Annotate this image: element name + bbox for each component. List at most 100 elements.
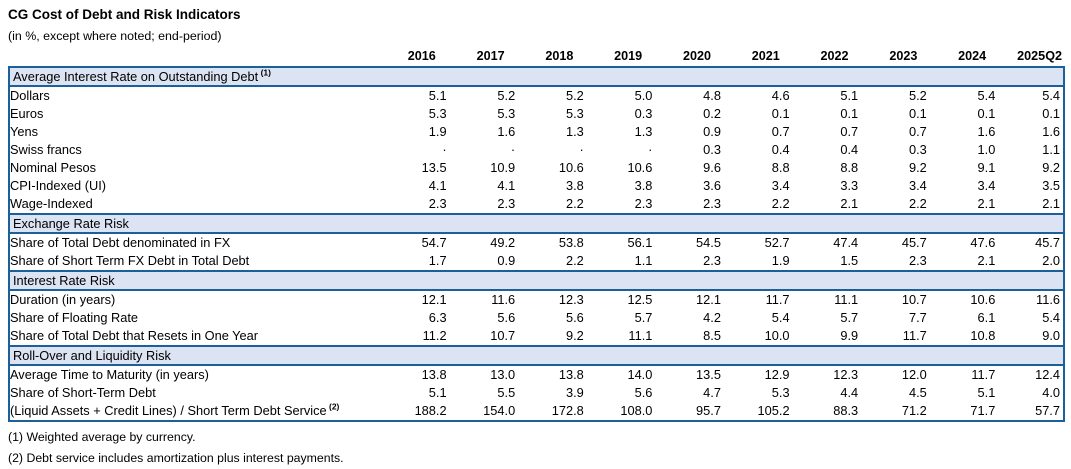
value-cell: 10.9 xyxy=(490,160,516,175)
value-cell: 0.9 xyxy=(497,253,516,268)
value-cell: 12.1 xyxy=(696,292,721,307)
table-row: Swiss francs · · · · 0.3 0.4 0.4 0.3 1.0 1.1 xyxy=(9,141,1064,159)
row-label: Average Time to Maturity (in years) xyxy=(9,365,378,384)
value-cell: 1.9 xyxy=(428,124,447,139)
row-label-text: Share of Total Debt denominated in FX xyxy=(10,235,231,250)
value-cell: 5.1 xyxy=(428,385,447,400)
value-cell: 5.4 xyxy=(1042,310,1060,325)
value-cell: 5.3 xyxy=(565,106,584,121)
row-label: Share of Floating Rate xyxy=(9,309,378,327)
value-cell: 11.7 xyxy=(971,367,996,382)
value-cell: 4.5 xyxy=(908,385,927,400)
column-header-year-2019: 2019 xyxy=(614,49,643,63)
footnote-2: (2) Debt service includes amortization p… xyxy=(8,451,344,465)
value-cell: 0.1 xyxy=(771,106,790,121)
row-label-text: Dollars xyxy=(10,88,50,103)
value-cell: 2.2 xyxy=(565,196,584,211)
value-cell: 5.4 xyxy=(977,88,996,103)
table-row: Share of Total Debt that Resets in One Y… xyxy=(9,327,1064,346)
debt-indicators-table: Average Interest Rate on Outstanding Deb… xyxy=(8,66,1065,422)
value-cell: 2.3 xyxy=(428,196,447,211)
column-header-year-2020: 2020 xyxy=(682,49,711,63)
value-cell: 3.3 xyxy=(840,178,859,193)
value-cell: 1.9 xyxy=(771,253,790,268)
value-cell: 47.4 xyxy=(833,235,859,250)
value-cell: 5.1 xyxy=(840,88,859,103)
row-label: (Liquid Assets + Credit Lines) / Short T… xyxy=(9,402,378,421)
value-cell: 11.7 xyxy=(902,328,927,343)
value-cell: 4.8 xyxy=(703,88,721,103)
value-cell: 9.2 xyxy=(908,160,927,175)
row-label-text: Swiss francs xyxy=(10,142,82,157)
value-cell: 2.2 xyxy=(908,196,927,211)
value-cell: 5.2 xyxy=(565,88,584,103)
row-label: Share of Short-Term Debt xyxy=(9,384,378,402)
value-cell: 0.1 xyxy=(840,106,859,121)
value-cell: 54.7 xyxy=(421,235,447,250)
value-cell: 56.1 xyxy=(627,235,653,250)
value-cell: 5.5 xyxy=(497,385,516,400)
footnotes: (1) Weighted average by currency. (2) De… xyxy=(8,427,1065,469)
value-cell: 9.0 xyxy=(1042,328,1060,343)
row-label: Share of Total Debt denominated in FX xyxy=(9,233,378,252)
value-cell: 1.1 xyxy=(634,253,653,268)
value-cell: 54.5 xyxy=(696,235,721,250)
footnote-ref-icon: (1) xyxy=(258,67,271,78)
value-cell: 10.6 xyxy=(970,292,996,307)
value-cell: 71.2 xyxy=(901,403,927,418)
value-cell: 6.3 xyxy=(428,310,447,325)
value-cell: 5.2 xyxy=(497,88,516,103)
value-cell: 188.2 xyxy=(414,403,447,418)
table-row: Average Time to Maturity (in years) 13.8 1… xyxy=(9,365,1064,384)
row-label: Euros xyxy=(9,105,378,123)
value-cell: 6.1 xyxy=(977,310,996,325)
table-row: Share of Short-Term Debt 5.1 5.5 3.9 5.6 4.7 5… xyxy=(9,384,1064,402)
value-cell: 11.7 xyxy=(765,292,790,307)
row-label-text: Yens xyxy=(10,124,38,139)
section-header-row: Average Interest Rate on Outstanding Deb… xyxy=(9,67,1064,87)
value-cell: · xyxy=(648,142,653,157)
row-label: Share of Total Debt that Resets in One Y… xyxy=(9,327,378,346)
column-header-year-2016: 2016 xyxy=(407,49,436,63)
value-cell: 45.7 xyxy=(901,235,927,250)
value-cell: 7.7 xyxy=(908,310,927,325)
value-cell: 5.2 xyxy=(908,88,927,103)
value-cell: 5.3 xyxy=(771,385,790,400)
value-cell: 2.1 xyxy=(840,196,859,211)
section-title-text: Exchange Rate Risk xyxy=(13,216,129,231)
table-row: Share of Floating Rate 6.3 5.6 5.6 5.7 4.2 5.4… xyxy=(9,309,1064,327)
value-cell: 11.6 xyxy=(1036,292,1060,307)
value-cell: 5.6 xyxy=(565,310,584,325)
value-cell: 172.8 xyxy=(551,403,584,418)
column-header-year-2022: 2022 xyxy=(820,49,849,63)
value-cell: 154.0 xyxy=(483,403,516,418)
value-cell: 4.6 xyxy=(771,88,790,103)
value-cell: 10.6 xyxy=(627,160,653,175)
section-title-text: Roll-Over and Liquidity Risk xyxy=(13,348,171,363)
year-header-table: 2016 2017 2018 2019 2020 2021 2022 2023 2024 2025… xyxy=(8,48,1065,66)
value-cell: · xyxy=(579,142,584,157)
corner-spacer xyxy=(8,48,377,66)
value-cell: 1.6 xyxy=(497,124,516,139)
value-cell: 45.7 xyxy=(1035,235,1060,250)
table-subtitle: (in %, except where noted; end-period) xyxy=(8,29,222,43)
row-label-text: Share of Total Debt that Resets in One Y… xyxy=(10,328,259,343)
row-label-text: Wage-Indexed xyxy=(10,196,93,211)
value-cell: 1.0 xyxy=(977,142,996,157)
table-row: Dollars 5.1 5.2 5.2 5.0 4.8 4.6 5.1 5.2 5.4 5.4 xyxy=(9,86,1064,105)
value-cell: 0.7 xyxy=(908,124,927,139)
row-label: Swiss francs xyxy=(9,141,378,159)
row-label-text: CPI-Indexed (UI) xyxy=(10,178,107,193)
value-cell: 4.0 xyxy=(1042,385,1060,400)
value-cell: 12.3 xyxy=(833,367,859,382)
value-cell: 10.6 xyxy=(558,160,584,175)
value-cell: 4.1 xyxy=(428,178,447,193)
value-cell: 0.1 xyxy=(1042,106,1060,121)
value-cell: 2.3 xyxy=(497,196,516,211)
value-cell: 4.1 xyxy=(497,178,516,193)
value-cell: 9.2 xyxy=(1042,160,1060,175)
value-cell: 0.1 xyxy=(908,106,927,121)
row-label: Yens xyxy=(9,123,378,141)
value-cell: 2.1 xyxy=(1042,196,1060,211)
value-cell: 11.1 xyxy=(834,292,859,307)
